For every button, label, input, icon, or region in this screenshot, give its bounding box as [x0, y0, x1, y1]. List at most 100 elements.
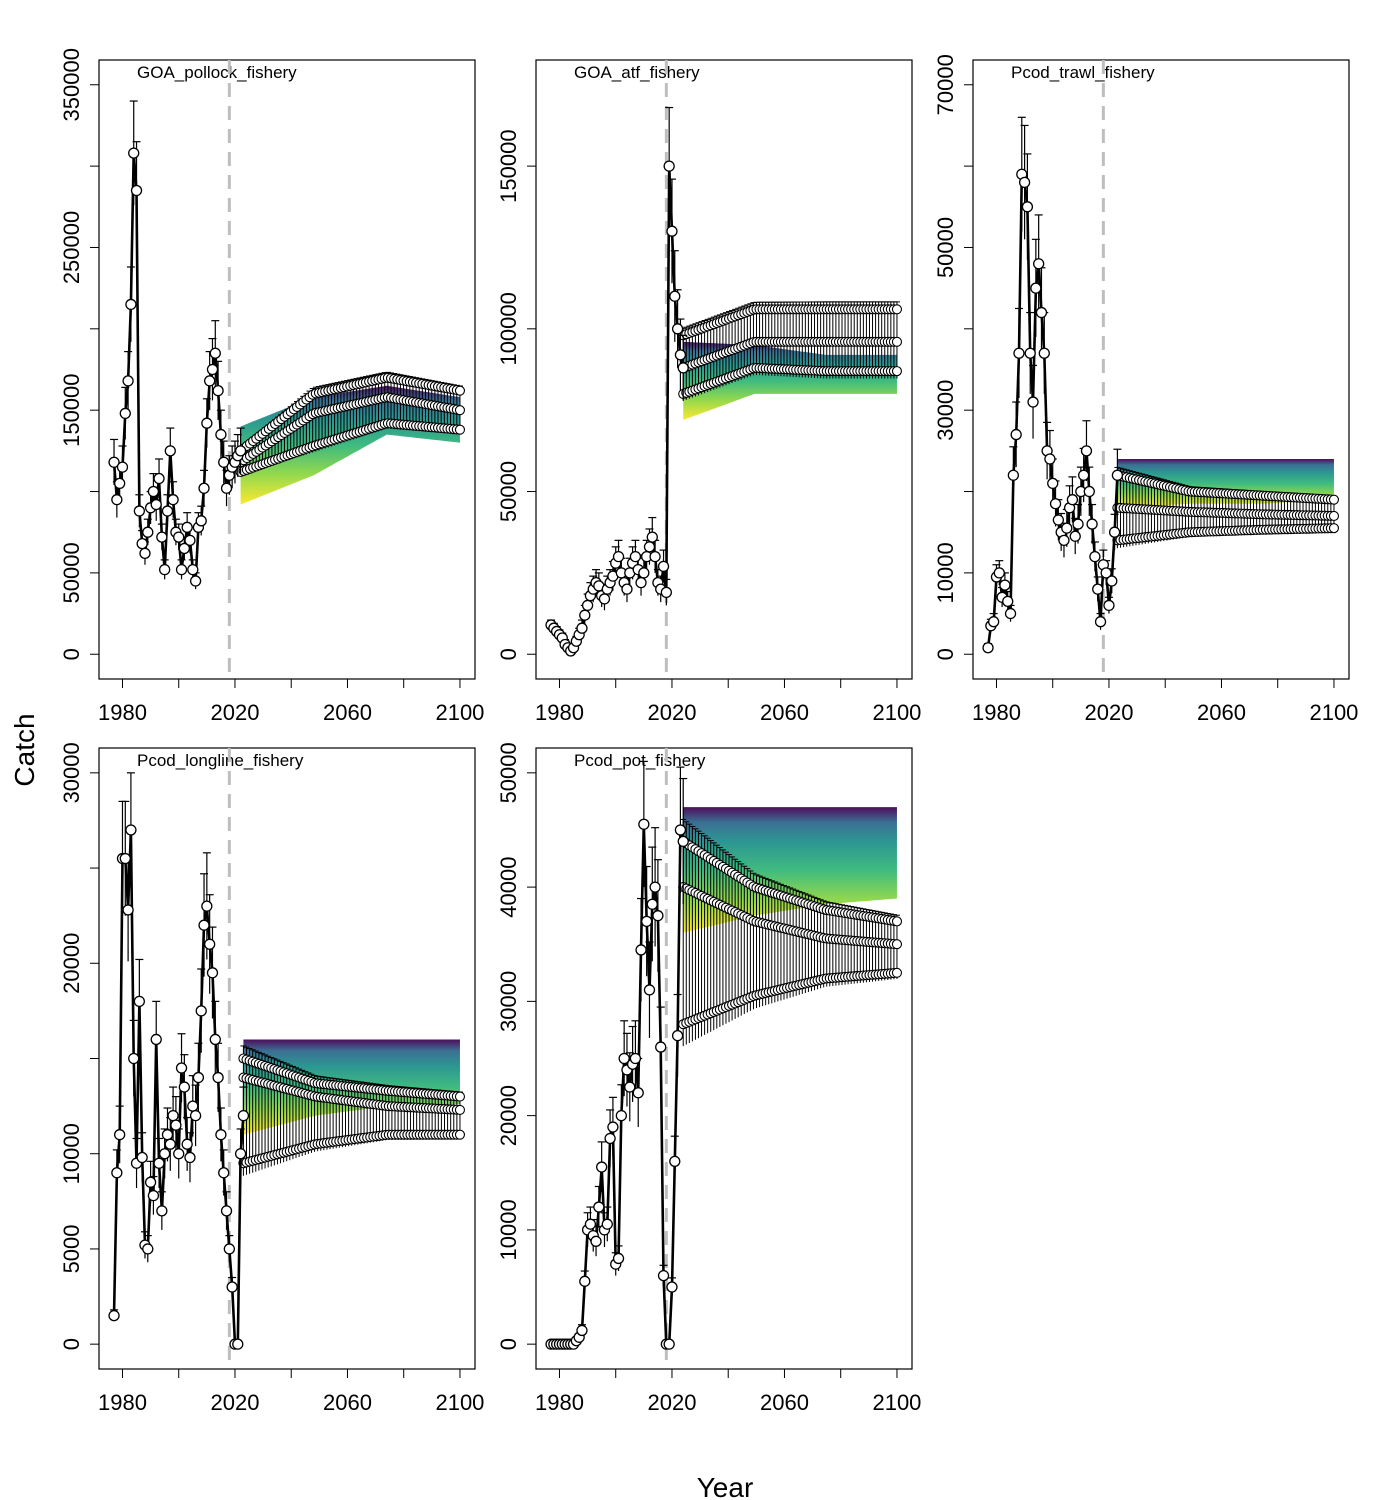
- observed-point: [1033, 258, 1045, 270]
- x-tick-label: 2100: [435, 1390, 484, 1415]
- y-tick-label: 100000: [496, 292, 521, 365]
- observed-point: [215, 428, 227, 441]
- observed-point: [234, 1148, 247, 1160]
- observed-point: [142, 1243, 154, 1255]
- observed-point: [641, 915, 653, 928]
- y-tick-label: 0: [933, 648, 958, 660]
- projection-fan: [683, 807, 897, 933]
- panel-title: GOA_atf_fishery: [574, 63, 700, 82]
- observed-point: [615, 1109, 627, 1122]
- observed-point: [133, 505, 146, 517]
- observed-point: [1047, 477, 1059, 490]
- observed-point: [660, 586, 672, 599]
- observed-point: [1018, 176, 1031, 189]
- y-tick-label: 50000: [496, 742, 521, 803]
- observed-point: [136, 537, 148, 550]
- observed-point: [1089, 550, 1101, 563]
- y-tick-label: 0: [59, 1338, 84, 1350]
- observed-point: [593, 1201, 605, 1213]
- observed-point: [114, 1129, 126, 1141]
- observed-point: [601, 1218, 613, 1230]
- y-tick-label: 0: [496, 1338, 521, 1350]
- observed-point: [1092, 583, 1104, 595]
- observed-point: [192, 1071, 205, 1084]
- observed-point: [1024, 347, 1036, 359]
- observed-point: [624, 1081, 636, 1093]
- observed-point: [1038, 347, 1050, 359]
- observed-series: [545, 106, 689, 657]
- observed-point: [198, 919, 210, 931]
- observed-point: [147, 485, 160, 498]
- x-tick-label: 2020: [1084, 700, 1133, 725]
- x-tick-label: 2060: [323, 700, 372, 725]
- observed-point: [215, 1129, 227, 1141]
- x-axis: 1980 2020 2060 2100: [535, 679, 921, 725]
- x-tick-label: 2100: [435, 700, 484, 725]
- observed-point: [1094, 616, 1107, 628]
- x-axis: 1980 2020 2060 2100: [98, 1369, 484, 1415]
- observed-point: [226, 1281, 238, 1293]
- projection-fan: [240, 385, 460, 505]
- observed-point: [671, 323, 684, 335]
- y-axis: 0 50000 100000 150000: [496, 129, 536, 660]
- projection-series: [235, 371, 466, 478]
- observed-point: [988, 616, 1000, 628]
- observed-point: [206, 363, 219, 376]
- observed-point: [119, 852, 131, 865]
- observed-point: [184, 534, 196, 546]
- observed-point: [147, 1189, 160, 1202]
- observed-point: [669, 290, 681, 302]
- observed-point: [153, 472, 165, 485]
- observed-point: [161, 1129, 174, 1141]
- observed-point: [234, 445, 247, 457]
- observed-point: [576, 622, 588, 634]
- observed-point: [187, 1100, 199, 1112]
- x-axis: 1980 2020 2060 2100: [535, 1369, 921, 1415]
- observed-point: [663, 160, 675, 172]
- observed-point: [167, 1109, 179, 1122]
- observed-point: [178, 542, 190, 555]
- y-tick-label: 50000: [933, 217, 958, 278]
- observed-point: [598, 593, 611, 605]
- observed-point: [657, 1269, 670, 1282]
- x-tick-label: 2060: [760, 1390, 809, 1415]
- observed-series: [108, 772, 250, 1350]
- observed-point: [220, 1205, 233, 1217]
- observed-point: [128, 1052, 140, 1065]
- observed-point: [1103, 599, 1115, 612]
- panel-1: 1980 2020 2060 2100 0 50000 150000 250000 350000…: [59, 48, 484, 725]
- observed-point: [674, 824, 687, 836]
- observed-point: [632, 1087, 644, 1099]
- projection-fan: [683, 341, 897, 420]
- observed-point: [1061, 522, 1073, 534]
- observed-point: [159, 563, 171, 576]
- observed-point: [612, 1252, 625, 1265]
- observed-point: [181, 521, 193, 533]
- observed-line: [112, 151, 242, 583]
- observed-point: [187, 563, 199, 576]
- observed-point: [204, 938, 216, 950]
- projection-point: [454, 405, 466, 416]
- y-tick-label: 20000: [59, 933, 84, 994]
- observed-point: [1100, 567, 1112, 579]
- observed-point: [189, 1109, 202, 1122]
- x-tick-label: 2020: [210, 700, 259, 725]
- observed-point: [638, 818, 650, 830]
- x-tick-label: 2060: [323, 1390, 372, 1415]
- observed-point: [677, 362, 689, 374]
- observed-point: [173, 531, 185, 543]
- observed-point: [581, 599, 594, 612]
- observed-point: [596, 1161, 608, 1173]
- observed-point: [666, 225, 678, 237]
- observed-point: [1072, 518, 1084, 530]
- x-axis: 1980 2020 2060 2100: [98, 679, 484, 725]
- observed-point: [649, 881, 661, 893]
- observed-point: [1078, 469, 1090, 481]
- observed-point: [201, 900, 213, 912]
- x-tick-label: 2020: [210, 1390, 259, 1415]
- panel-title: Pcod_trawl_fishery: [1011, 63, 1155, 82]
- x-tick-label: 2100: [872, 1390, 921, 1415]
- observed-point: [649, 550, 661, 563]
- x-tick-label: 2020: [647, 700, 696, 725]
